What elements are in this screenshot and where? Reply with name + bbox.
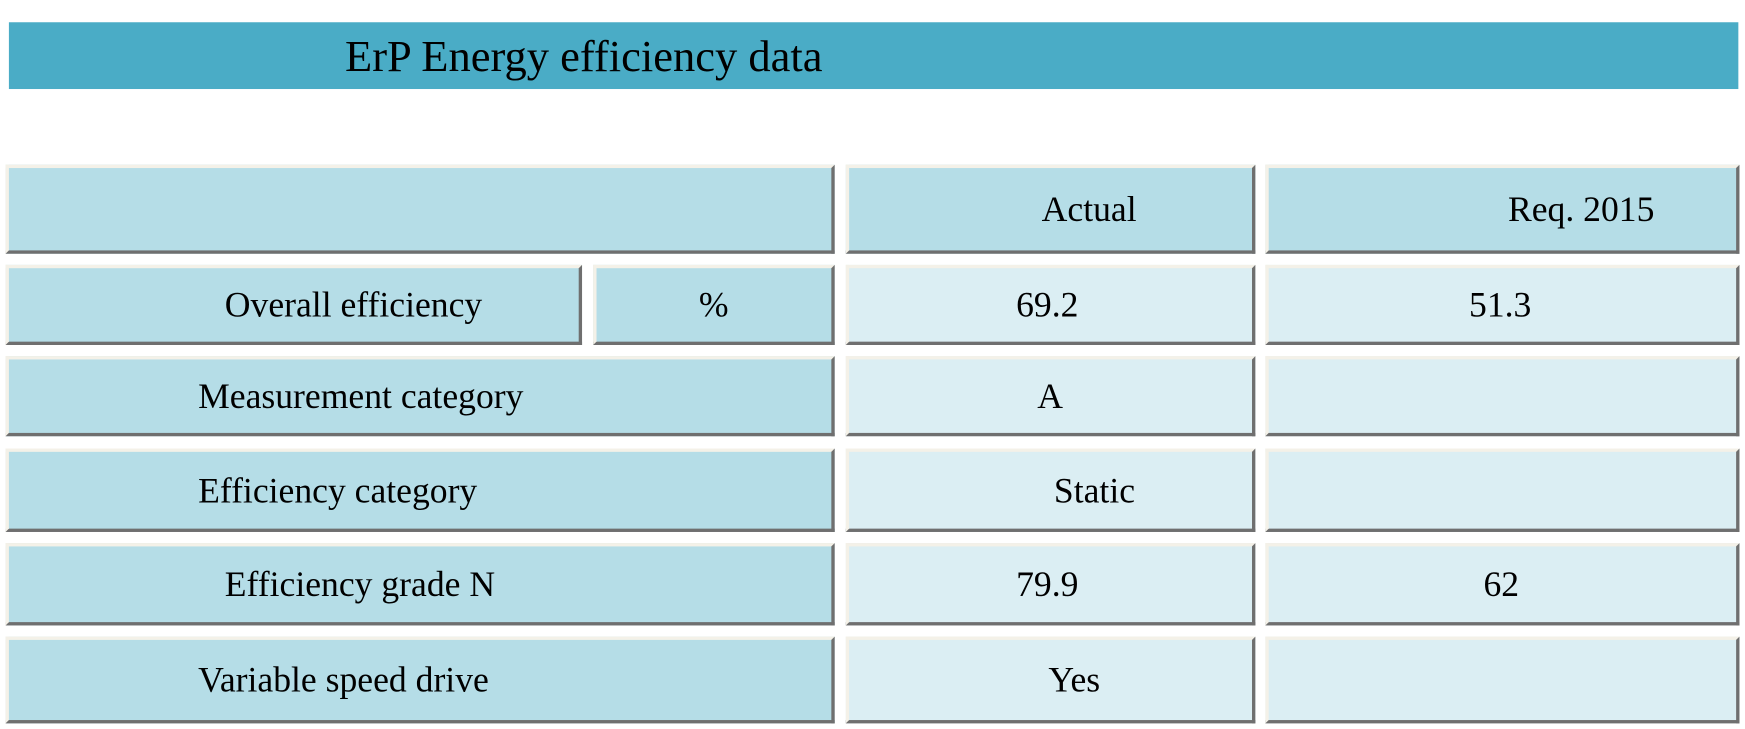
value-cell: Static xyxy=(845,448,1256,532)
title-bar: ErP Energy efficiency data xyxy=(8,22,1739,90)
unit-cell: % xyxy=(593,264,835,345)
title: ErP Energy efficiency data xyxy=(344,31,823,82)
row-label: Overall efficiency xyxy=(224,284,483,325)
row-label: Variable speed drive xyxy=(198,659,489,700)
value-cell xyxy=(1265,636,1740,724)
row-label: Measurement category xyxy=(198,375,524,416)
header-text: Actual xyxy=(1041,188,1137,229)
required-value: 62 xyxy=(1483,563,1520,604)
header-text: Req. 2015 xyxy=(1507,188,1655,229)
row-label: Efficiency category xyxy=(198,469,478,510)
unit: % xyxy=(698,284,729,325)
actual-value: A xyxy=(1037,375,1063,416)
value-cell xyxy=(1265,448,1740,532)
label-cell: Measurement category xyxy=(5,356,835,437)
actual-value: Yes xyxy=(1048,659,1101,700)
header-cell xyxy=(5,164,835,254)
actual-value: 69.2 xyxy=(1016,284,1079,325)
value-cell: 79.9 xyxy=(845,543,1256,626)
label-cell: Efficiency grade N xyxy=(5,543,835,626)
label-cell: Variable speed drive xyxy=(5,636,835,724)
required-value: 51.3 xyxy=(1469,284,1532,325)
header-cell: Req. 2015 xyxy=(1265,164,1740,254)
row-label: Efficiency grade N xyxy=(224,563,496,604)
value-cell: 62 xyxy=(1265,543,1740,626)
actual-value: Static xyxy=(1053,469,1136,510)
actual-value: 79.9 xyxy=(1016,563,1079,604)
label-cell: Efficiency category xyxy=(5,448,835,532)
value-cell: Yes xyxy=(845,636,1256,724)
header-cell: Actual xyxy=(845,164,1256,254)
value-cell: 51.3 xyxy=(1265,264,1740,345)
value-cell xyxy=(1265,356,1740,437)
value-cell: A xyxy=(845,356,1256,437)
label-cell: Overall efficiency xyxy=(5,264,583,345)
value-cell: 69.2 xyxy=(845,264,1256,345)
